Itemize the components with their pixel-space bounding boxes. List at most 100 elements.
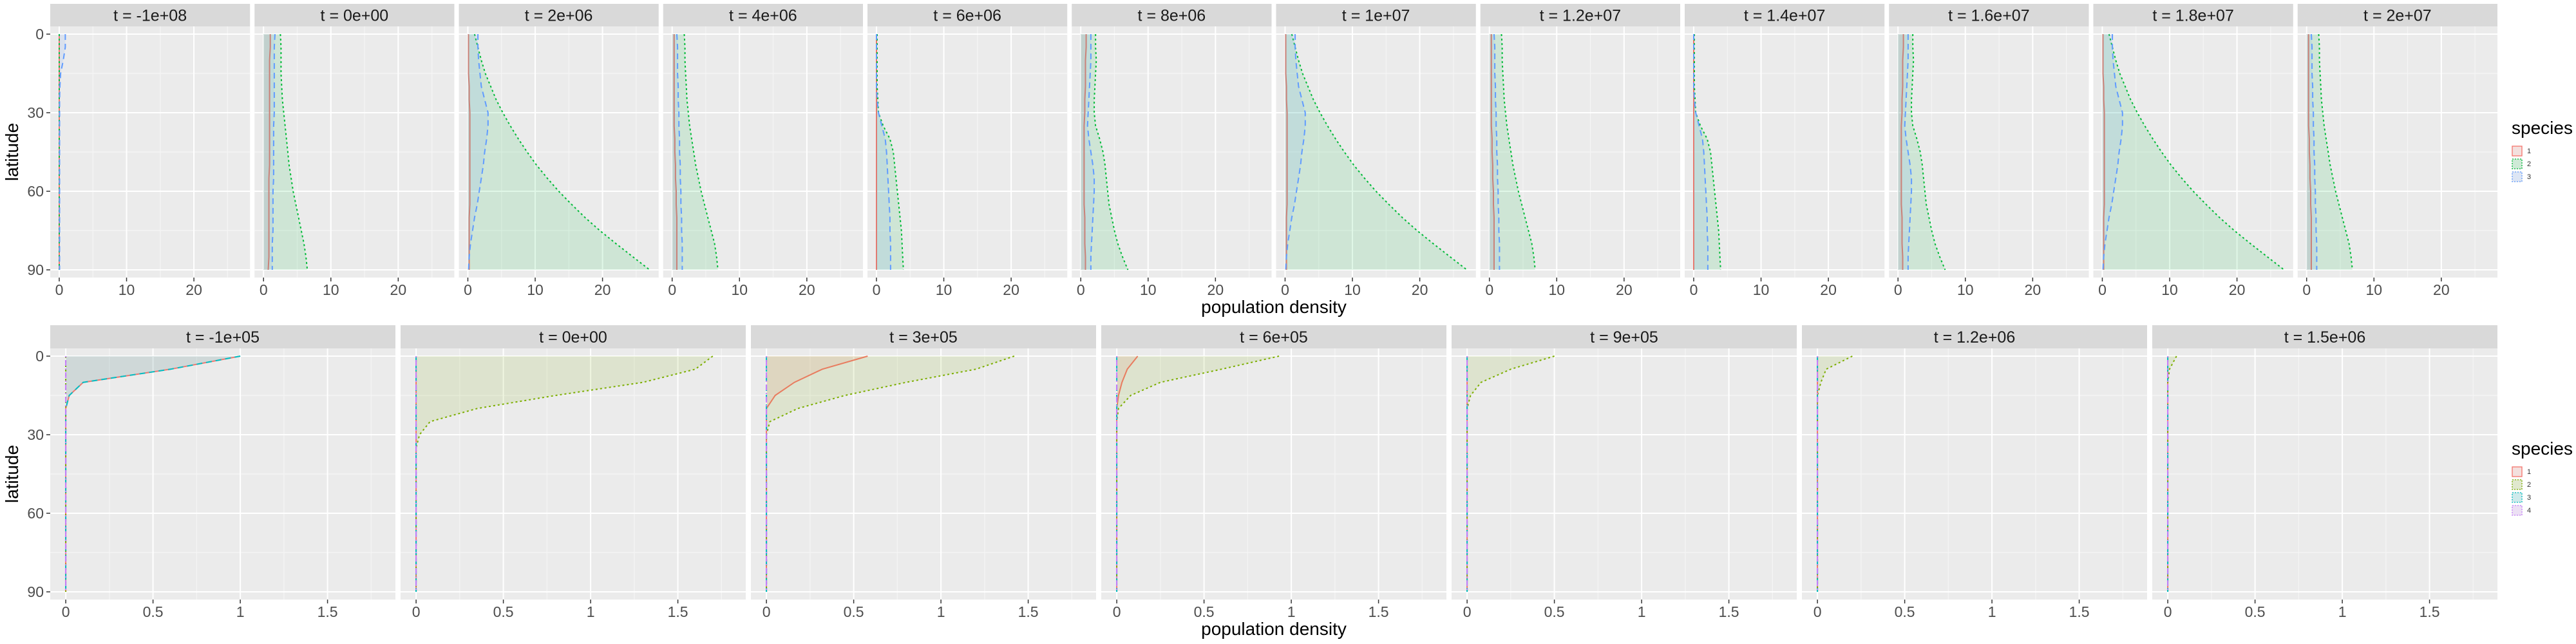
- facet-panel: t = 1.2e+06 0 0.5 1 1.5: [1802, 325, 2147, 620]
- series-area-2: [672, 34, 718, 270]
- facet-panel: t = 0e+00 0 10 20: [254, 4, 455, 298]
- x-tick-label: 0: [260, 281, 268, 298]
- x-tick-label: 0: [2302, 281, 2311, 298]
- y-axis-title: latitude: [2, 445, 22, 503]
- legend-key-1: [2512, 466, 2523, 477]
- x-tick-label: 20: [1412, 281, 1428, 298]
- legend-key-background: [2512, 492, 2523, 503]
- facet-strip: [1685, 4, 1885, 26]
- x-tick-label: 0: [1814, 603, 1822, 620]
- facet-strip-label: t = 0e+00: [539, 328, 607, 346]
- series-line-2: [876, 34, 904, 270]
- x-tick-label: 1.5: [2069, 603, 2090, 620]
- series-line-1: [2102, 34, 2105, 270]
- facet-strip-label: t = 4e+06: [729, 7, 797, 25]
- facet-panel: t = 3e+05 0 0.5 1 1.5: [751, 325, 1096, 620]
- series-line-1: [1490, 34, 1495, 270]
- facet-strip: [1276, 4, 1476, 26]
- x-tick-label: 0: [1894, 281, 1902, 298]
- facet-strip-label: t = 3e+05: [889, 328, 958, 346]
- legend-key-2: [2512, 479, 2523, 490]
- series-area-2: [1117, 356, 1280, 592]
- y-tick-label: 90: [27, 583, 44, 600]
- legend-title: species: [2512, 118, 2573, 138]
- x-tick-label: 0.5: [143, 603, 164, 620]
- x-axis-title: population density: [1201, 297, 1347, 317]
- legend-label: 1: [2527, 147, 2531, 155]
- series-area-2: [468, 34, 650, 270]
- y-tick-label: 30: [27, 104, 44, 121]
- x-tick-label: 1.5: [1018, 603, 1039, 620]
- facet-panel: t = 2e+07 0 10 20: [2297, 4, 2497, 298]
- x-tick-label: 1.5: [317, 603, 338, 620]
- series-line-3: [468, 34, 489, 270]
- x-tick-label: 20: [594, 281, 611, 298]
- facet-panel: t = 1.6e+07 0 10 20: [1889, 4, 2089, 298]
- facet-strip-label: t = 6e+06: [933, 7, 1001, 25]
- series-line-2: [1291, 33, 1468, 270]
- legend-key-background: [2512, 505, 2523, 516]
- x-tick-label: 1: [1988, 603, 1996, 620]
- facet-strip: [50, 4, 251, 26]
- facet-strip-label: t = 8e+06: [1138, 7, 1206, 25]
- x-tick-label: 0: [762, 603, 771, 620]
- x-tick-label: 0: [62, 603, 70, 620]
- series-area-2: [1285, 34, 1467, 270]
- legend: species 1 2 3: [2512, 118, 2573, 182]
- series-line-3: [2102, 34, 2123, 270]
- series-line-2: [2108, 33, 2285, 270]
- legend-label: 1: [2527, 468, 2531, 476]
- facet-strip-label: t = -1e+05: [186, 328, 260, 346]
- x-tick-label: 10: [527, 281, 544, 298]
- legend-title: species: [2512, 439, 2573, 459]
- facet-strip-label: t = 2e+06: [525, 7, 593, 25]
- y-tick-label: 60: [27, 183, 44, 200]
- facet-panel: t = -1e+05 0 0.5 1 1.5 0 30 60 90: [27, 325, 395, 620]
- facet-strip: [50, 325, 395, 348]
- facet-strip: [867, 4, 1068, 26]
- x-tick-label: 10: [1344, 281, 1361, 298]
- series-line-3: [59, 34, 66, 270]
- x-tick-label: 1.5: [668, 603, 688, 620]
- x-tick-label: 0: [873, 281, 881, 298]
- facet-strip-label: t = 6e+05: [1240, 328, 1308, 346]
- series-line-2: [279, 33, 308, 270]
- series-line-1: [468, 34, 471, 270]
- facet-strip-label: t = -1e+08: [113, 7, 187, 25]
- x-tick-label: 0: [1485, 281, 1493, 298]
- x-tick-label: 20: [2025, 281, 2041, 298]
- series-area-2: [1817, 356, 1853, 592]
- series-area-3: [876, 34, 891, 270]
- facet-panel: t = -1e+08 0 10 20 0 30 60 90: [27, 4, 251, 298]
- x-tick-label: 10: [936, 281, 952, 298]
- facet-panel: t = 2e+06 0 10 20: [459, 4, 659, 298]
- x-tick-label: 1: [937, 603, 945, 620]
- series-line-2: [473, 33, 650, 270]
- legend-label: 3: [2527, 494, 2531, 502]
- series-line-1: [1285, 34, 1288, 270]
- x-tick-label: 10: [323, 281, 339, 298]
- x-tick-label: 20: [2433, 281, 2450, 298]
- series-line-3: [676, 33, 683, 270]
- x-tick-label: 0: [1077, 281, 1085, 298]
- facet-strip-label: t = 0e+00: [321, 7, 389, 25]
- legend-key-background: [2512, 146, 2523, 156]
- series-line-2: [1911, 34, 1946, 270]
- x-tick-label: 20: [390, 281, 407, 298]
- legend-label: 4: [2527, 507, 2531, 515]
- x-tick-label: 1: [587, 603, 595, 620]
- series-area-2: [876, 34, 904, 270]
- legend-label: 3: [2527, 173, 2531, 181]
- facet-strip-label: t = 1.2e+07: [1540, 7, 1622, 25]
- facet-strip-label: t = 1.5e+06: [2284, 328, 2366, 346]
- facet-panel: t = 4e+06 0 10 20: [663, 4, 863, 298]
- facet-panel: t = 8e+06 0 10 20: [1072, 4, 1272, 298]
- x-tick-label: 10: [1753, 281, 1770, 298]
- facet-strip: [401, 325, 746, 348]
- facet-strip-label: t = 2e+07: [2363, 7, 2432, 25]
- series-line-2: [415, 355, 714, 592]
- facet-strip: [1072, 4, 1272, 26]
- x-tick-label: 1.5: [1719, 603, 1739, 620]
